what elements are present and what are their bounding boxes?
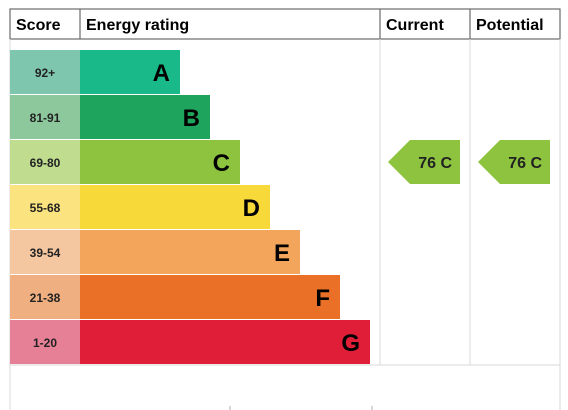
score-cell-e bbox=[10, 230, 80, 274]
band-bar-d bbox=[80, 185, 270, 229]
current-rating-label: 76 C bbox=[418, 155, 452, 172]
score-cell-b bbox=[10, 95, 80, 139]
current-rating-arrow bbox=[388, 140, 460, 184]
band-letter: A bbox=[153, 60, 170, 87]
header-score: Score bbox=[16, 17, 61, 34]
band-bar-f bbox=[80, 275, 340, 319]
score-cell-d bbox=[10, 185, 80, 229]
score-label: 21-38 bbox=[30, 291, 61, 305]
score-cell-f bbox=[10, 275, 80, 319]
score-cell-g bbox=[10, 320, 80, 364]
score-label: 81-91 bbox=[30, 111, 61, 125]
header-energy-rating: Energy rating bbox=[86, 17, 189, 34]
header-row bbox=[9, 8, 561, 40]
band-letter: G bbox=[341, 330, 360, 357]
score-label: 39-54 bbox=[30, 246, 61, 260]
band-letter: B bbox=[183, 105, 200, 132]
header-potential: Potential bbox=[476, 17, 544, 34]
potential-rating-label: 76 C bbox=[508, 155, 542, 172]
score-label: 69-80 bbox=[30, 156, 61, 170]
band-letter: E bbox=[274, 240, 290, 267]
body-frame bbox=[9, 39, 561, 410]
score-cell-a bbox=[10, 50, 80, 94]
score-label: 1-20 bbox=[33, 336, 57, 350]
band-letter: F bbox=[315, 285, 330, 312]
score-label: 92+ bbox=[35, 66, 55, 80]
band-letter: D bbox=[243, 195, 260, 222]
score-cell-c bbox=[10, 140, 80, 184]
band-bar-c bbox=[80, 140, 240, 184]
band-bar-a bbox=[80, 50, 180, 94]
rating-bands: 92+ A 81-91 B 69-80 C 55-68 D 39-54 E 21-38 F 1-20 G bbox=[10, 50, 370, 364]
band-bar-b bbox=[80, 95, 210, 139]
score-label: 55-68 bbox=[30, 201, 61, 215]
band-letter: C bbox=[213, 150, 230, 177]
potential-rating-arrow bbox=[478, 140, 550, 184]
band-bar-e bbox=[80, 230, 300, 274]
rating-markers: 76 C 76 C bbox=[388, 140, 550, 184]
header-current: Current bbox=[386, 17, 444, 34]
band-bar-g bbox=[80, 320, 370, 364]
